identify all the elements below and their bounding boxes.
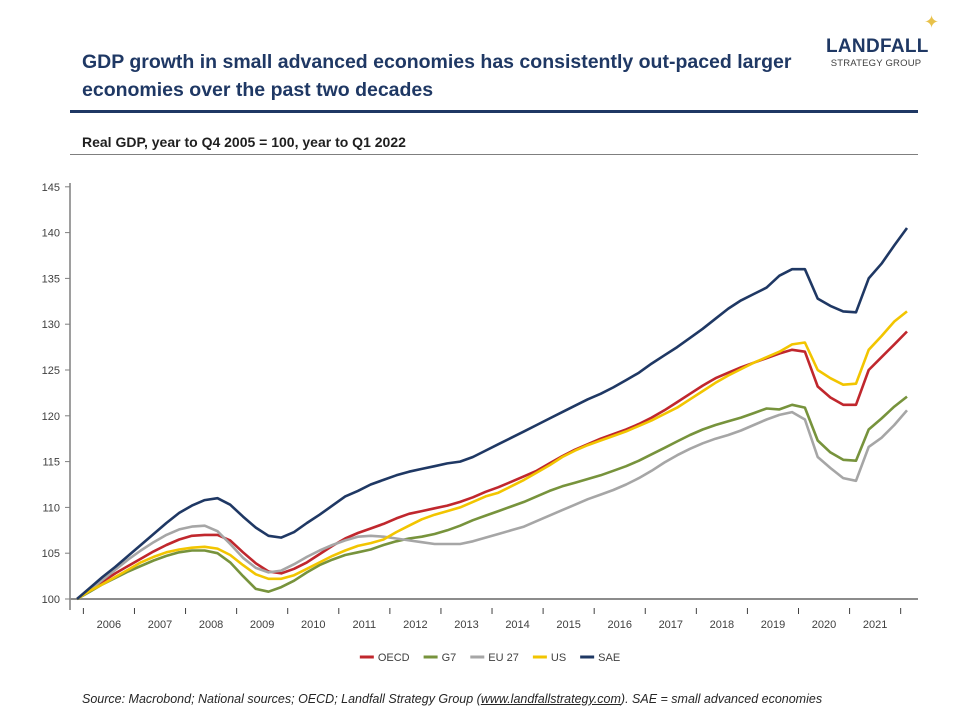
y-tick-label: 140	[42, 228, 60, 240]
x-tick-label: 2011	[352, 619, 376, 631]
legend-label: OECD	[378, 652, 410, 664]
x-tick-label: 2017	[659, 619, 683, 631]
legend-label: SAE	[598, 652, 620, 664]
x-tick-label: 2009	[250, 619, 274, 631]
y-tick-label: 105	[42, 548, 60, 560]
x-tick-label: 2006	[97, 619, 121, 631]
source-prefix: Source: Macrobond; National sources; OEC…	[82, 692, 481, 706]
x-tick-label: 2021	[863, 619, 887, 631]
y-tick-label: 110	[42, 502, 60, 514]
x-tick-label: 2007	[148, 619, 172, 631]
y-tick-label: 115	[42, 457, 60, 469]
y-tick-label: 145	[42, 182, 60, 194]
series-line-eu27	[76, 409, 908, 601]
x-tick-label: 2018	[710, 619, 734, 631]
x-tick-label: 2015	[556, 619, 580, 631]
x-tick-label: 2019	[761, 619, 785, 631]
source-link[interactable]: www.landfallstrategy.com	[480, 692, 621, 706]
chart-subtitle: Real GDP, year to Q4 2005 = 100, year to…	[82, 134, 406, 150]
y-tick-label: 120	[42, 411, 60, 423]
x-tick-label: 2020	[812, 619, 836, 631]
source-suffix: ). SAE = small advanced economies	[620, 692, 823, 706]
y-tick-label: 100	[42, 594, 60, 606]
star-icon: ✦	[924, 12, 940, 32]
landfall-logo: LANDFALL STRATEGY GROUP	[826, 36, 929, 70]
title-divider	[70, 110, 918, 113]
source-note: Source: Macrobond; National sources; OEC…	[82, 692, 822, 706]
x-tick-label: 2014	[505, 619, 529, 631]
y-tick-label: 130	[42, 319, 60, 331]
slide-title: GDP growth in small advanced economies h…	[82, 51, 792, 101]
series-line-oecd	[76, 330, 908, 601]
series-line-us	[76, 310, 908, 601]
x-tick-label: 2016	[607, 619, 631, 631]
y-tick-label: 125	[42, 365, 60, 377]
subtitle-divider	[70, 154, 918, 155]
series-line-g7	[76, 395, 908, 601]
x-tick-label: 2013	[454, 619, 478, 631]
logo-line1: LANDFALL	[826, 36, 929, 57]
legend-label: EU 27	[488, 652, 519, 664]
series-line-sae	[76, 227, 909, 600]
legend-label: G7	[442, 652, 457, 664]
x-tick-label: 2012	[403, 619, 427, 631]
x-tick-label: 2008	[199, 619, 223, 631]
legend-label: US	[551, 652, 566, 664]
logo-line2: STRATEGY GROUP	[830, 58, 922, 69]
x-tick-label: 2010	[301, 619, 325, 631]
y-tick-label: 135	[42, 273, 60, 285]
